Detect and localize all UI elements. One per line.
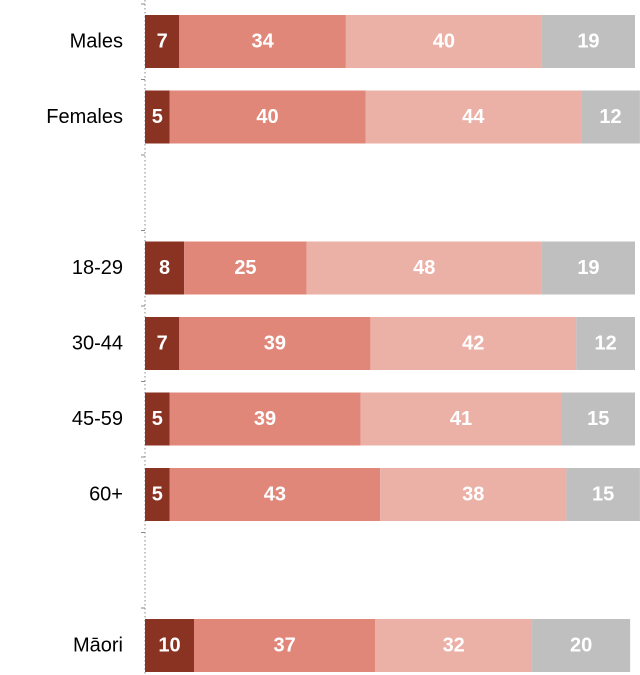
bar-segment-3	[345, 15, 542, 68]
category-label: 45-59	[72, 408, 123, 430]
data-label: 8	[159, 257, 170, 279]
bar-segment-1	[145, 317, 180, 370]
bar-row: 18-29 8 25 48 19	[72, 241, 635, 295]
category-label: 60+	[89, 484, 123, 506]
data-label: 42	[462, 333, 484, 355]
bar-segment-2	[184, 241, 307, 295]
data-label: 32	[443, 635, 465, 657]
data-label: 34	[251, 31, 274, 53]
data-label: 48	[413, 257, 435, 279]
bar-segment-4	[581, 90, 640, 144]
bar-segment-4	[541, 15, 635, 68]
bar-segment-2	[179, 317, 371, 370]
data-label: 12	[599, 106, 621, 128]
data-label: 25	[234, 257, 256, 279]
data-label: 15	[587, 408, 609, 430]
bar-rows: Males 7 34 40 19 Females 5 40 44 12 18-29 8 25 48 19 30…	[46, 15, 640, 672]
bar-segment-4	[576, 317, 635, 370]
bar-row: Females 5 40 44 12	[46, 90, 640, 144]
bar-segment-2	[169, 468, 381, 521]
data-label: 40	[256, 106, 278, 128]
bar-segment-4	[532, 619, 631, 672]
data-label: 10	[158, 635, 180, 657]
data-label: 43	[264, 484, 286, 506]
bar-segment-3	[380, 468, 567, 521]
data-label: 19	[577, 257, 599, 279]
bar-segment-3	[365, 90, 582, 144]
data-label: 39	[254, 408, 276, 430]
bar-segment-4	[541, 241, 635, 295]
bar-segment-1	[145, 15, 180, 68]
bar-segment-2	[179, 15, 346, 68]
data-label: 5	[152, 106, 163, 128]
bar-segment-1	[145, 90, 170, 144]
bar-row: Males 7 34 40 19	[70, 15, 635, 68]
category-label: Females	[46, 106, 123, 128]
bar-segment-4	[566, 468, 640, 521]
axis-ticks	[141, 3, 145, 609]
data-label: 7	[157, 333, 168, 355]
data-label: 41	[450, 408, 472, 430]
data-label: 5	[152, 408, 163, 430]
data-label: 40	[433, 31, 455, 53]
bar-segment-4	[561, 392, 635, 446]
data-label: 15	[592, 484, 614, 506]
bar-segment-3	[306, 241, 542, 295]
bar-segment-2	[169, 90, 366, 144]
bar-segment-1	[145, 619, 194, 672]
bar-segment-3	[370, 317, 577, 370]
category-label: Māori	[73, 635, 123, 657]
data-label: 12	[594, 333, 616, 355]
data-label: 37	[274, 635, 296, 657]
bar-row: Māori 10 37 32 20	[73, 619, 631, 672]
category-label: 18-29	[72, 257, 123, 279]
bar-segment-1	[145, 468, 170, 521]
data-label: 39	[264, 333, 286, 355]
category-label: Males	[70, 31, 123, 53]
bar-row: 30-44 7 39 42 12	[72, 317, 635, 370]
bar-segment-3	[375, 619, 533, 672]
data-label: 7	[157, 31, 168, 53]
bar-segment-1	[145, 241, 185, 295]
bar-segment-2	[194, 619, 376, 672]
bar-row: 45-59 5 39 41 15	[72, 392, 635, 446]
data-label: 20	[570, 635, 592, 657]
category-label: 30-44	[72, 333, 123, 355]
bar-row: 60+ 5 43 38 15	[89, 468, 640, 521]
data-label: 44	[462, 106, 485, 128]
data-label: 19	[577, 31, 599, 53]
data-label: 38	[462, 484, 484, 506]
bar-segment-2	[169, 392, 361, 446]
bar-segment-3	[360, 392, 562, 446]
data-label: 5	[152, 484, 163, 506]
bar-segment-1	[145, 392, 170, 446]
